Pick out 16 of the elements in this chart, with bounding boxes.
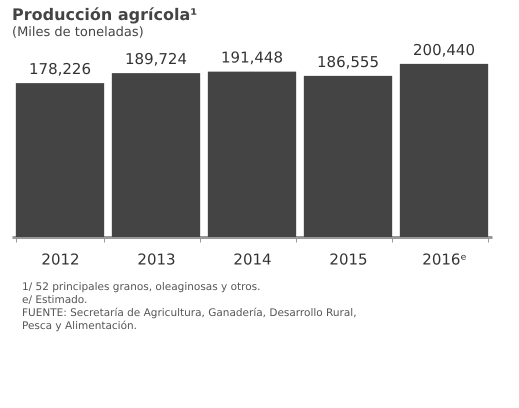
text: Pesca y Alimentación. bbox=[22, 320, 138, 332]
source-note: FUENTE: Secretaría de Agricultura, Ganadería, Desarrollo Rural, bbox=[22, 307, 357, 319]
data-label: 191,448 bbox=[220, 48, 284, 67]
text: 1/ 52 principales granos, oleaginosas y otros. bbox=[22, 281, 260, 293]
chart-title: Producción agrícola¹ bbox=[12, 4, 198, 24]
x-tick-label: 2016ᵉ bbox=[422, 250, 467, 268]
data-label: 186,555 bbox=[316, 52, 380, 71]
data-label: 178,226 bbox=[28, 60, 92, 78]
x-tick-label: 2015 bbox=[329, 250, 368, 268]
text: e/ Estimado. bbox=[22, 294, 88, 306]
data-label: 200,440 bbox=[412, 40, 476, 59]
x-tick-label: 2012 bbox=[41, 250, 80, 268]
chart-subtitle: (Miles de toneladas) bbox=[12, 24, 144, 40]
data-label: 189,724 bbox=[124, 50, 188, 68]
x-tick-label: 2014 bbox=[233, 250, 272, 268]
x-tick-label: 2013 bbox=[137, 250, 176, 268]
